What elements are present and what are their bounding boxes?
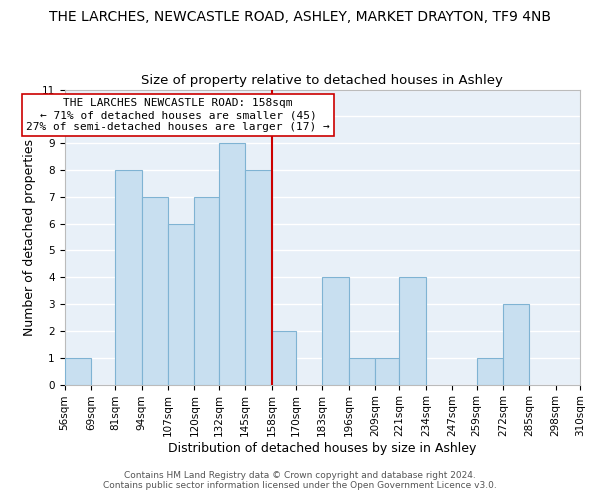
Bar	[194, 197, 219, 384]
Bar	[65, 358, 91, 384]
Title: Size of property relative to detached houses in Ashley: Size of property relative to detached ho…	[142, 74, 503, 87]
Text: THE LARCHES, NEWCASTLE ROAD, ASHLEY, MARKET DRAYTON, TF9 4NB: THE LARCHES, NEWCASTLE ROAD, ASHLEY, MAR…	[49, 10, 551, 24]
Bar	[115, 170, 142, 384]
Bar	[322, 278, 349, 384]
Bar	[168, 224, 194, 384]
Bar	[400, 278, 426, 384]
Bar	[219, 143, 245, 384]
Bar	[349, 358, 375, 384]
Bar	[503, 304, 529, 384]
X-axis label: Distribution of detached houses by size in Ashley: Distribution of detached houses by size …	[168, 442, 476, 455]
Bar	[375, 358, 400, 384]
Bar	[476, 358, 503, 384]
Text: THE LARCHES NEWCASTLE ROAD: 158sqm
← 71% of detached houses are smaller (45)
27%: THE LARCHES NEWCASTLE ROAD: 158sqm ← 71%…	[26, 98, 330, 132]
Y-axis label: Number of detached properties: Number of detached properties	[23, 138, 36, 336]
Bar	[272, 331, 296, 384]
Bar	[142, 197, 168, 384]
Bar	[245, 170, 272, 384]
Text: Contains HM Land Registry data © Crown copyright and database right 2024.
Contai: Contains HM Land Registry data © Crown c…	[103, 470, 497, 490]
